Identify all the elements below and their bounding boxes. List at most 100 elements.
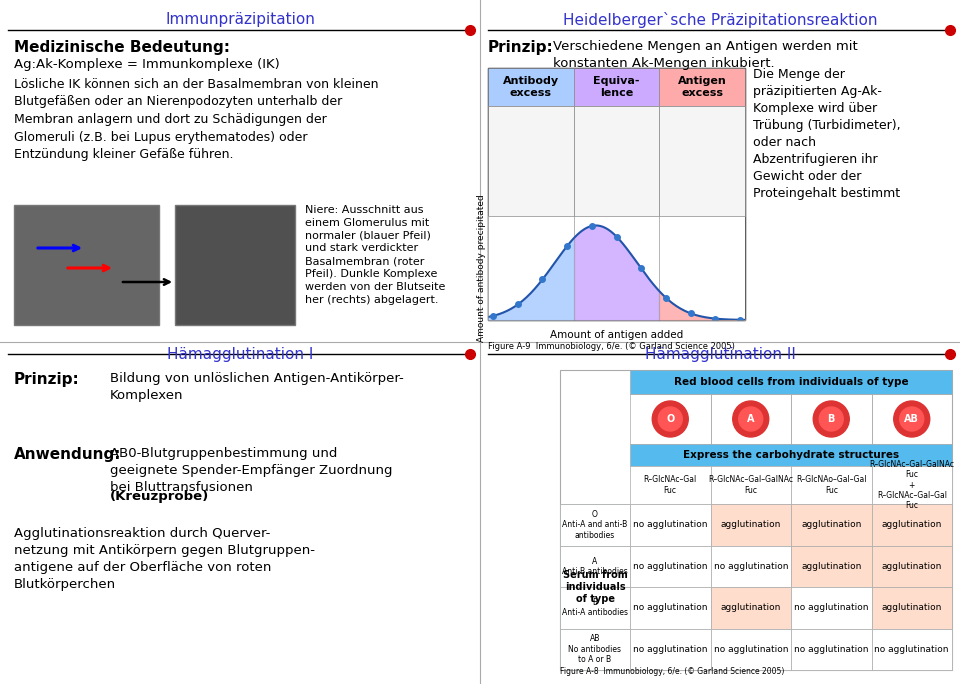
Bar bbox=[791, 546, 872, 587]
Bar bbox=[175, 205, 295, 325]
Bar bbox=[630, 504, 710, 546]
Text: Figure A-8  Immunobiology, 6/e. (© Garland Science 2005): Figure A-8 Immunobiology, 6/e. (© Garlan… bbox=[560, 667, 784, 676]
Bar bbox=[710, 504, 791, 546]
Bar bbox=[710, 587, 791, 629]
Bar bbox=[791, 504, 872, 546]
Bar bbox=[660, 106, 745, 216]
Bar bbox=[560, 370, 952, 670]
Text: agglutination: agglutination bbox=[881, 521, 942, 529]
Text: agglutination: agglutination bbox=[881, 603, 942, 612]
Text: Anwendung:: Anwendung: bbox=[14, 447, 122, 462]
Bar bbox=[630, 466, 710, 504]
Bar bbox=[560, 504, 630, 546]
Text: Prinzip:: Prinzip: bbox=[14, 372, 80, 387]
Circle shape bbox=[732, 401, 769, 437]
Text: Immunpräzipitation: Immunpräzipitation bbox=[165, 12, 315, 27]
Text: O
Anti-A and anti-B
antibodies: O Anti-A and anti-B antibodies bbox=[563, 510, 628, 540]
Bar bbox=[791, 587, 872, 629]
Text: Die Menge der
präzipitierten Ag-Ak-
Komplexe wird über
Trübung (Turbidimeter),
o: Die Menge der präzipitierten Ag-Ak- Komp… bbox=[753, 68, 900, 200]
Text: no agglutination: no agglutination bbox=[633, 645, 708, 654]
Bar bbox=[630, 444, 952, 466]
Text: Antibody
excess: Antibody excess bbox=[503, 76, 559, 98]
Bar bbox=[710, 629, 791, 670]
Text: B: B bbox=[828, 414, 835, 424]
Text: Equiva-
lence: Equiva- lence bbox=[593, 76, 639, 98]
Bar bbox=[872, 546, 952, 587]
Bar bbox=[560, 504, 630, 670]
Bar bbox=[630, 629, 710, 670]
Bar bbox=[14, 205, 159, 325]
Text: AB
No antibodies
to A or B: AB No antibodies to A or B bbox=[568, 634, 621, 664]
Bar bbox=[630, 370, 952, 394]
Text: Ag:Ak-Komplexe = Immunkomplexe (IK): Ag:Ak-Komplexe = Immunkomplexe (IK) bbox=[14, 58, 279, 71]
Text: Red blood cells from individuals of type: Red blood cells from individuals of type bbox=[674, 377, 908, 387]
Text: no agglutination: no agglutination bbox=[794, 603, 869, 612]
Bar bbox=[560, 546, 630, 587]
Bar bbox=[872, 394, 952, 444]
Text: Amount of antigen added: Amount of antigen added bbox=[550, 330, 684, 340]
Text: AB0-Blutgruppenbestimmung und
geeignete Spender-Empfänger Zuordnung
bei Bluttran: AB0-Blutgruppenbestimmung und geeignete … bbox=[110, 447, 393, 494]
Circle shape bbox=[894, 401, 929, 437]
Text: Hämagglutination II: Hämagglutination II bbox=[644, 347, 796, 362]
Text: no agglutination: no agglutination bbox=[794, 645, 869, 654]
Text: Heidelberger`sche Präzipitationsreaktion: Heidelberger`sche Präzipitationsreaktion bbox=[563, 12, 877, 28]
Text: Prinzip:: Prinzip: bbox=[488, 40, 554, 55]
Bar bbox=[560, 629, 630, 670]
Circle shape bbox=[652, 401, 688, 437]
Text: R–GlcNAo–Gal–Gal
Fuc: R–GlcNAo–Gal–Gal Fuc bbox=[796, 475, 867, 495]
Text: AB: AB bbox=[904, 414, 919, 424]
Text: (Kreuzprobe): (Kreuzprobe) bbox=[110, 490, 209, 503]
Text: Verschiedene Mengen an Antigen werden mit
konstanten Ak-Mengen inkubiert.: Verschiedene Mengen an Antigen werden mi… bbox=[553, 40, 857, 70]
Bar bbox=[791, 394, 872, 444]
Circle shape bbox=[659, 407, 683, 431]
Bar bbox=[872, 504, 952, 546]
Text: Agglutinationsreaktion durch Querver-
netzung mit Antikörpern gegen Blutgruppen-: Agglutinationsreaktion durch Querver- ne… bbox=[14, 527, 315, 591]
Text: no agglutination: no agglutination bbox=[633, 562, 708, 570]
Bar bbox=[710, 394, 791, 444]
Text: Express the carbohydrate structures: Express the carbohydrate structures bbox=[683, 450, 900, 460]
Bar bbox=[488, 106, 574, 216]
Circle shape bbox=[813, 401, 850, 437]
Bar bbox=[630, 546, 710, 587]
Bar bbox=[791, 466, 872, 504]
Text: A
Anti-B antibodies: A Anti-B antibodies bbox=[563, 557, 628, 576]
Text: agglutination: agglutination bbox=[721, 603, 780, 612]
Text: no agglutination: no agglutination bbox=[875, 645, 949, 654]
Circle shape bbox=[739, 407, 763, 431]
Text: A: A bbox=[747, 414, 755, 424]
Text: Antigen
excess: Antigen excess bbox=[678, 76, 727, 98]
Text: agglutination: agglutination bbox=[721, 521, 780, 529]
Text: Hämagglutination I: Hämagglutination I bbox=[167, 347, 313, 362]
Text: Serum from
individuals
of type: Serum from individuals of type bbox=[563, 570, 628, 605]
Bar bbox=[872, 587, 952, 629]
Bar bbox=[710, 466, 791, 504]
Bar bbox=[710, 546, 791, 587]
Bar bbox=[574, 106, 660, 216]
Text: Bildung von unlöslichen Antigen-Antikörper-
Komplexen: Bildung von unlöslichen Antigen-Antikörp… bbox=[110, 372, 404, 402]
Text: Lösliche IK können sich an der Basalmembran von kleinen
Blutgefäßen oder an Nier: Lösliche IK können sich an der Basalmemb… bbox=[14, 78, 378, 161]
Text: no agglutination: no agglutination bbox=[633, 603, 708, 612]
Bar bbox=[630, 394, 710, 444]
Text: no agglutination: no agglutination bbox=[633, 521, 708, 529]
Text: Figure A-9  Immunobiology, 6/e. (© Garland Science 2005): Figure A-9 Immunobiology, 6/e. (© Garlan… bbox=[488, 342, 734, 351]
Bar bbox=[872, 466, 952, 504]
Bar bbox=[560, 587, 630, 629]
Circle shape bbox=[819, 407, 843, 431]
Bar bbox=[488, 68, 574, 106]
Circle shape bbox=[900, 407, 924, 431]
Text: O: O bbox=[666, 414, 674, 424]
Text: Amount of antibody precipitated: Amount of antibody precipitated bbox=[477, 194, 487, 342]
Bar bbox=[660, 68, 745, 106]
Text: R–GlcNAc–Gal–GalNAc
Fuc
+
R–GlcNAc–Gal–Gal
Fuc: R–GlcNAc–Gal–GalNAc Fuc + R–GlcNAc–Gal–G… bbox=[869, 460, 954, 510]
Bar bbox=[791, 629, 872, 670]
Text: R–GlcNAc–Gal
Fuc: R–GlcNAc–Gal Fuc bbox=[643, 475, 697, 495]
Text: no agglutination: no agglutination bbox=[713, 645, 788, 654]
Text: Niere: Ausschnitt aus
einem Glomerulus mit
normaler (blauer Pfeil)
und stark ver: Niere: Ausschnitt aus einem Glomerulus m… bbox=[305, 205, 445, 304]
Text: B
Anti-A antibodies: B Anti-A antibodies bbox=[562, 598, 628, 618]
Text: agglutination: agglutination bbox=[801, 521, 861, 529]
Bar bbox=[488, 68, 745, 320]
Text: agglutination: agglutination bbox=[881, 562, 942, 570]
Text: R–GlcNAc–Gal–GalNAc
Fuc: R–GlcNAc–Gal–GalNAc Fuc bbox=[708, 475, 793, 495]
Bar bbox=[872, 629, 952, 670]
Text: no agglutination: no agglutination bbox=[713, 562, 788, 570]
